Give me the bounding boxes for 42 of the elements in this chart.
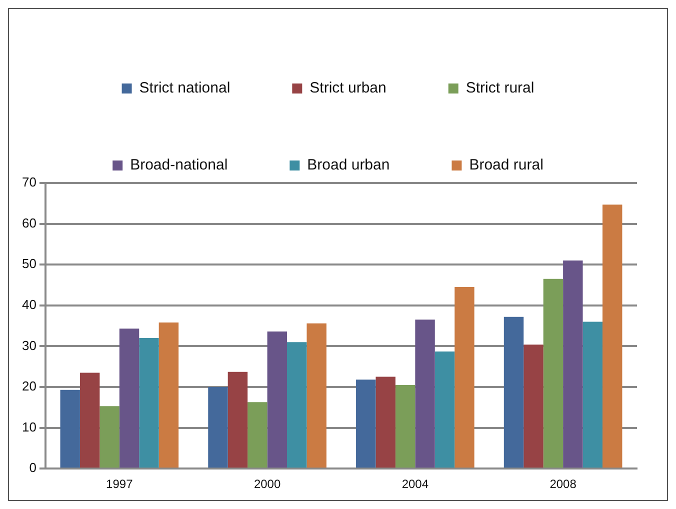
bar xyxy=(267,332,288,468)
x-tick-label: 2008 xyxy=(550,477,577,492)
bar xyxy=(602,204,622,468)
x-tick-label: 2004 xyxy=(402,477,429,492)
bar xyxy=(60,390,80,468)
legend-label: Broad rural xyxy=(469,156,544,174)
y-tick-label: 40 xyxy=(22,296,36,312)
legend-label: Strict rural xyxy=(466,80,534,97)
y-tick-label: 70 xyxy=(22,174,36,190)
x-tick-label: 1997 xyxy=(106,477,134,492)
bar xyxy=(119,328,140,468)
bar xyxy=(434,352,455,468)
x-tick-label: 2000 xyxy=(254,477,281,492)
bar xyxy=(208,387,228,468)
legend-label: Broad urban xyxy=(307,156,390,174)
bar xyxy=(80,372,100,468)
bar xyxy=(228,372,248,468)
bar xyxy=(524,344,544,468)
bar xyxy=(100,406,120,468)
bar xyxy=(287,342,307,468)
bar xyxy=(454,287,474,468)
bar xyxy=(563,260,583,468)
bar xyxy=(306,323,326,468)
y-tick-label: 0 xyxy=(29,460,36,476)
bar xyxy=(543,278,564,468)
bar xyxy=(158,322,179,468)
bar xyxy=(248,402,268,468)
legend-label: Strict urban xyxy=(310,80,386,97)
bar xyxy=(356,380,376,468)
bar xyxy=(395,384,416,468)
bar xyxy=(139,338,159,468)
bar xyxy=(504,316,524,468)
y-tick-label: 30 xyxy=(22,338,36,353)
bar xyxy=(376,376,396,468)
bar xyxy=(415,320,435,468)
y-tick-label: 20 xyxy=(22,378,36,394)
y-tick-label: 10 xyxy=(22,419,36,434)
y-tick-label: 60 xyxy=(22,215,36,230)
legend-label: Broad-national xyxy=(130,156,228,174)
legend-label: Strict national xyxy=(139,80,230,97)
y-tick-label: 50 xyxy=(22,256,36,272)
bar xyxy=(582,322,602,468)
